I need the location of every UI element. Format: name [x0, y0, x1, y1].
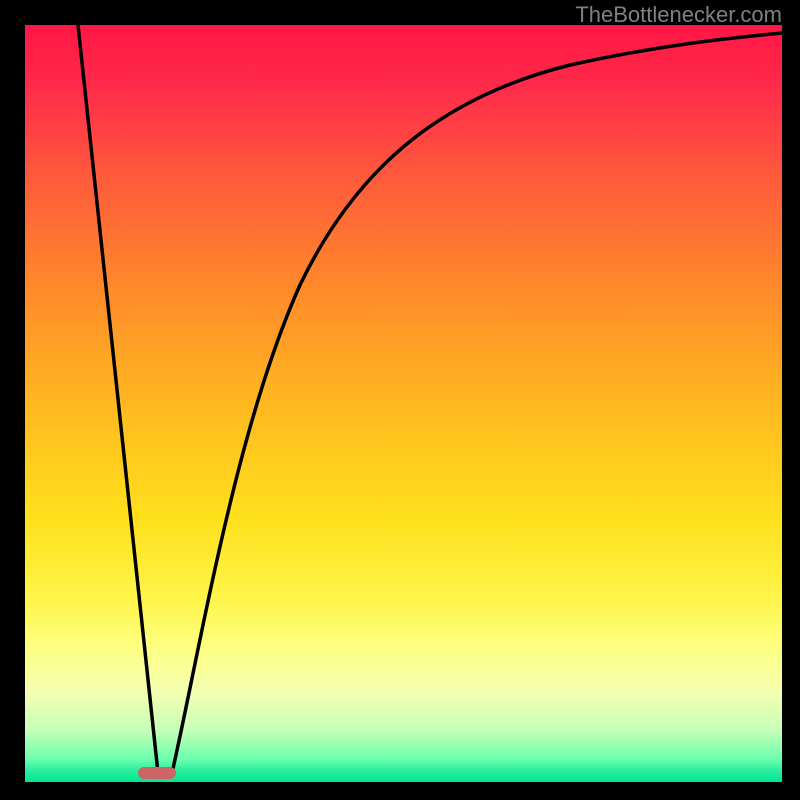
curve-layer — [25, 25, 782, 782]
optimal-marker — [138, 767, 176, 779]
plot-area — [25, 25, 782, 782]
chart-container: TheBottlenecker.com — [0, 0, 800, 800]
bottleneck-curve — [78, 25, 782, 773]
watermark-text: TheBottlenecker.com — [575, 2, 782, 28]
